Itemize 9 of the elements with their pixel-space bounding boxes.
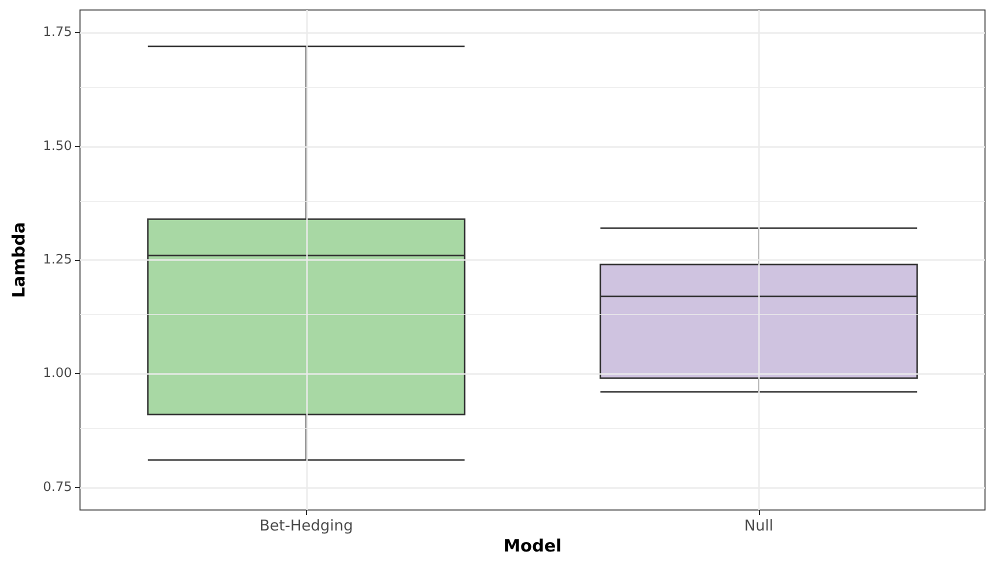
y-tick-label: 1.50 [43,138,72,154]
y-tick-label: 1.25 [43,252,72,268]
y-axis-title: Lambda [10,222,30,298]
x-tick-label: Bet-Hedging [259,516,354,534]
y-tick-label: 0.75 [43,480,72,495]
y-tick-label: 1.00 [43,366,72,382]
y-tick-label: 1.75 [43,25,72,40]
x-axis-title: Model [503,536,562,556]
x-tick-label: Null [744,516,774,534]
